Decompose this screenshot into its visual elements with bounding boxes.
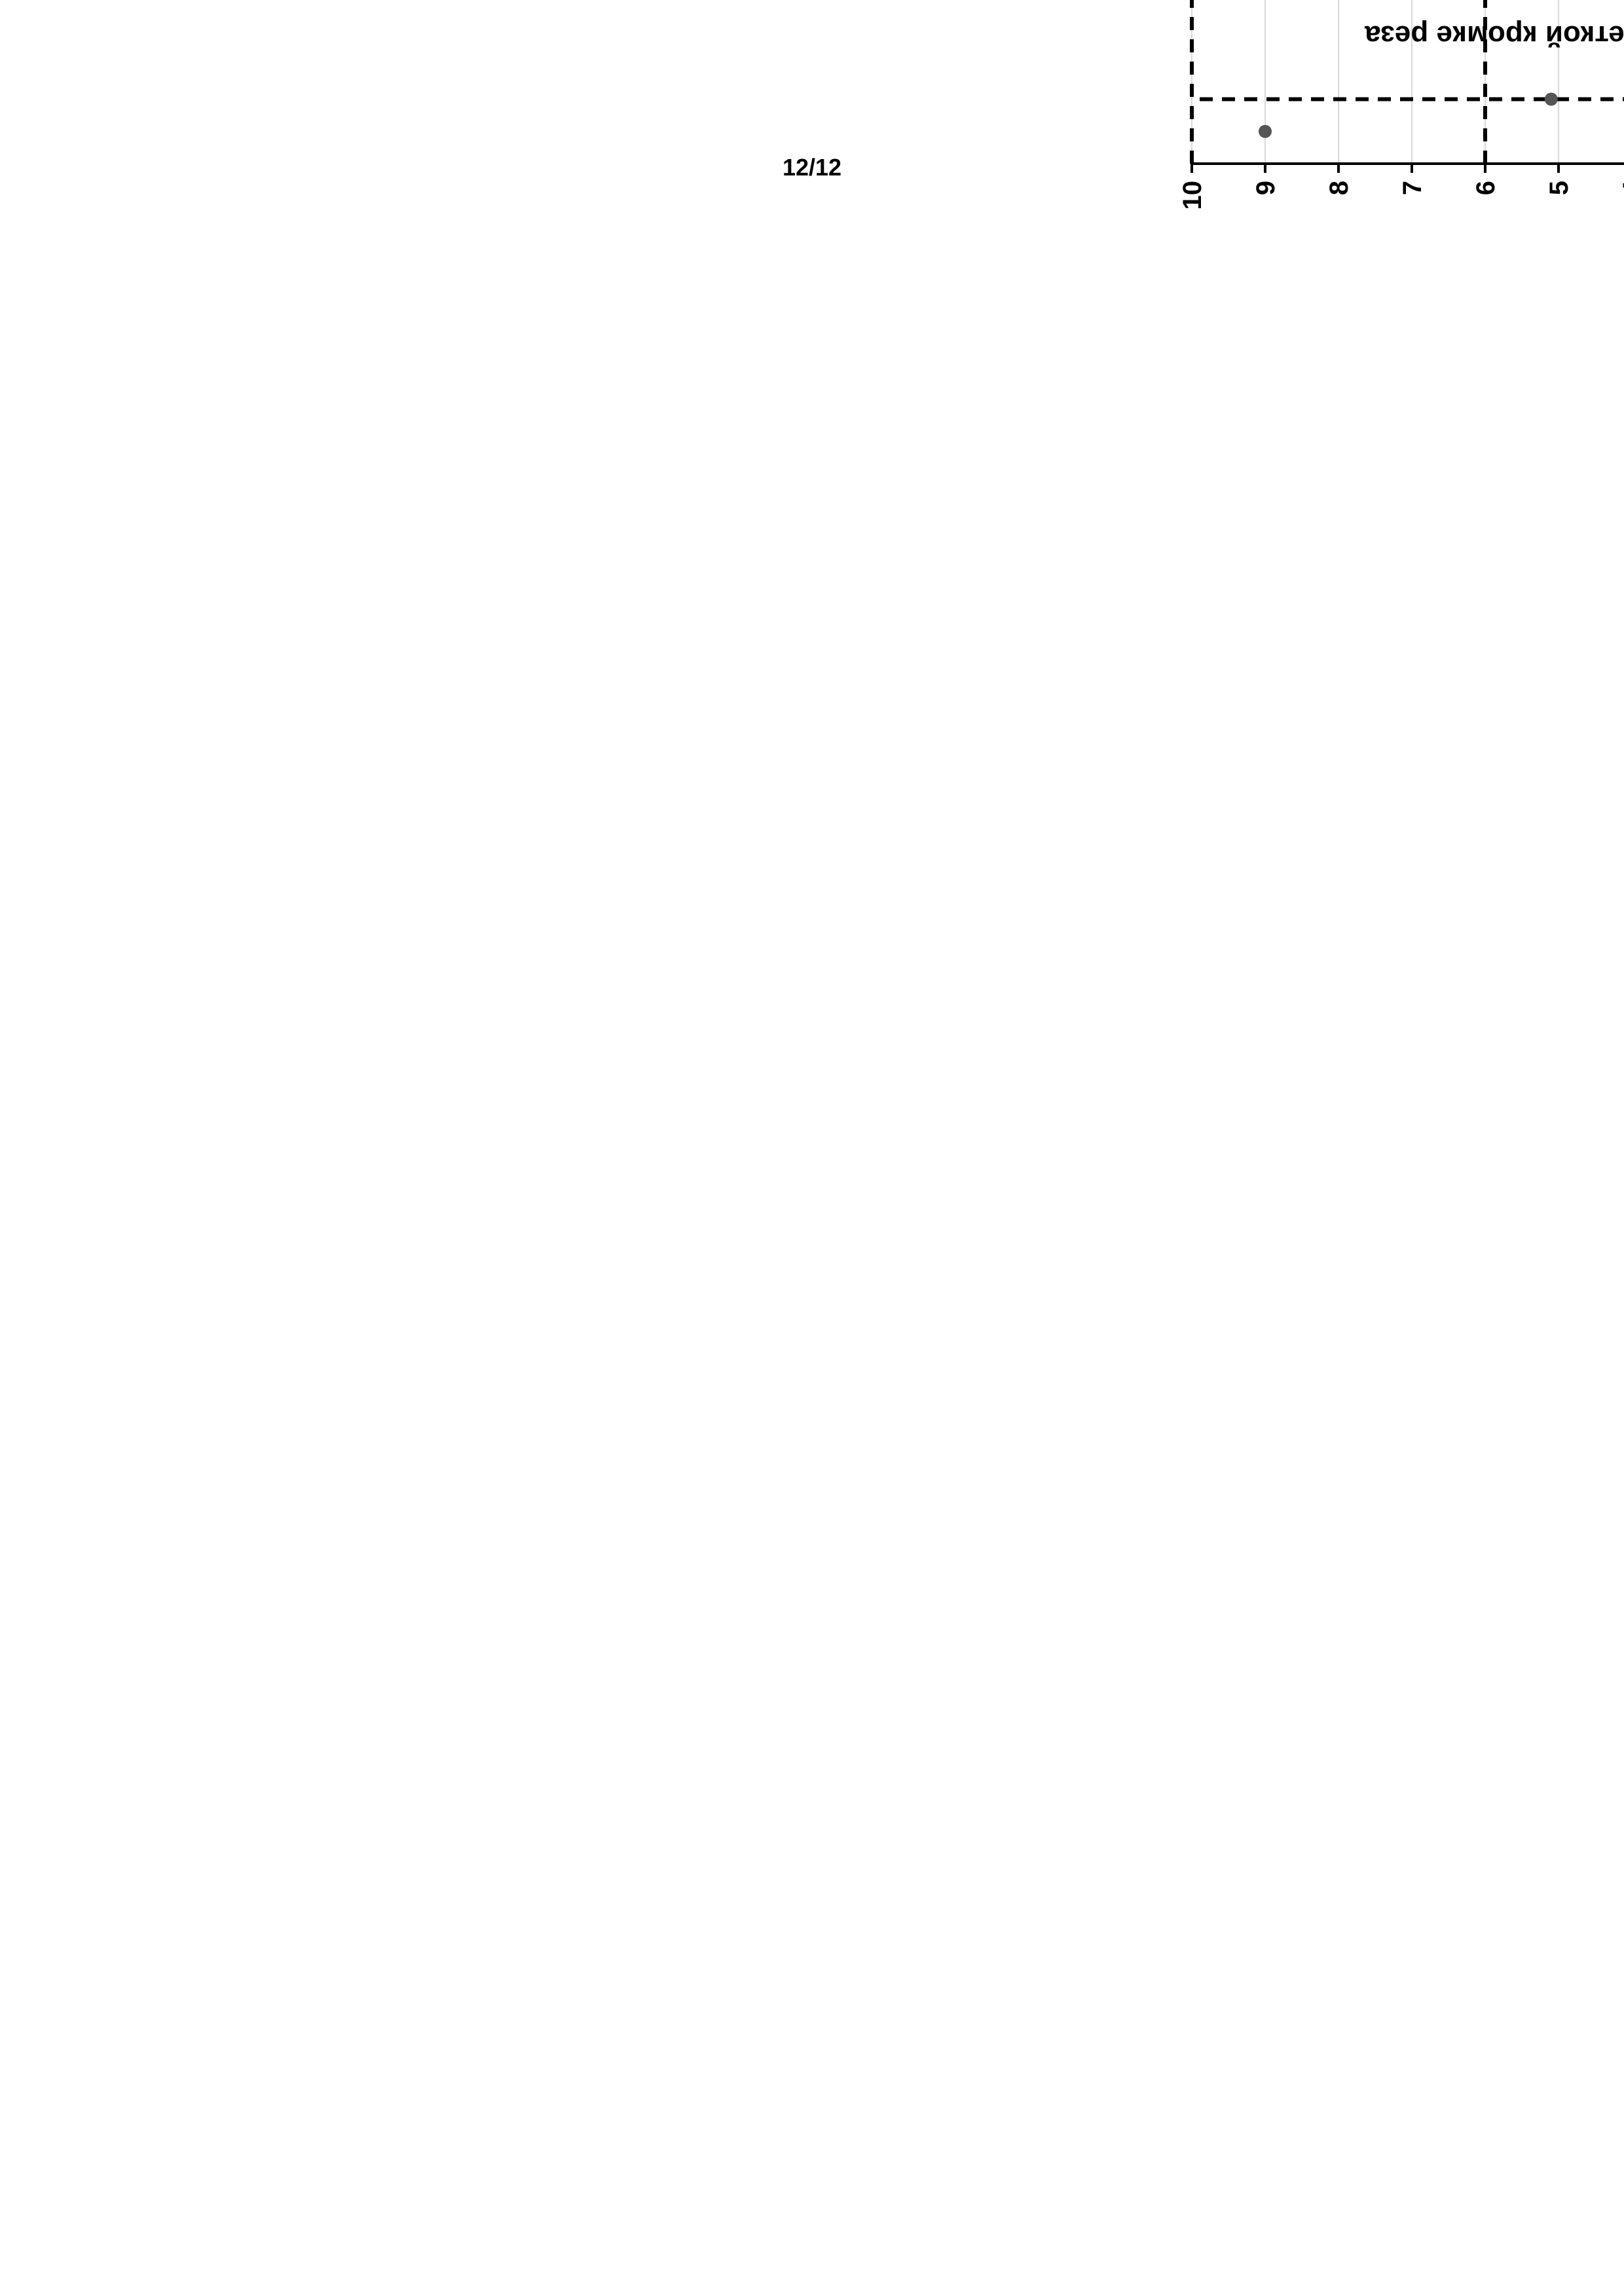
y-tick-label: 10 bbox=[1178, 181, 1207, 210]
figure-rotated-container: %Al на очищенной щеткой кромке реза 0123… bbox=[1153, 0, 1624, 288]
y-tick-label: 5 bbox=[1545, 181, 1574, 195]
y-tick-label: 4 bbox=[1618, 180, 1624, 195]
data-point bbox=[1545, 93, 1558, 106]
y-axis-label: %Al на очищенной щеткой кромке реза bbox=[1365, 19, 1624, 52]
data-point bbox=[1259, 125, 1272, 138]
y-tick-label: 7 bbox=[1398, 181, 1427, 195]
chart-area: %Al на очищенной щеткой кромке реза 0123… bbox=[1153, 0, 1624, 288]
y-tick-label: 6 bbox=[1471, 181, 1500, 195]
page: 12/12 %Al на очищенной щеткой кромке рез… bbox=[0, 0, 1624, 2296]
y-tick-label: 9 bbox=[1251, 181, 1280, 195]
y-tick-label: 8 bbox=[1325, 181, 1354, 195]
